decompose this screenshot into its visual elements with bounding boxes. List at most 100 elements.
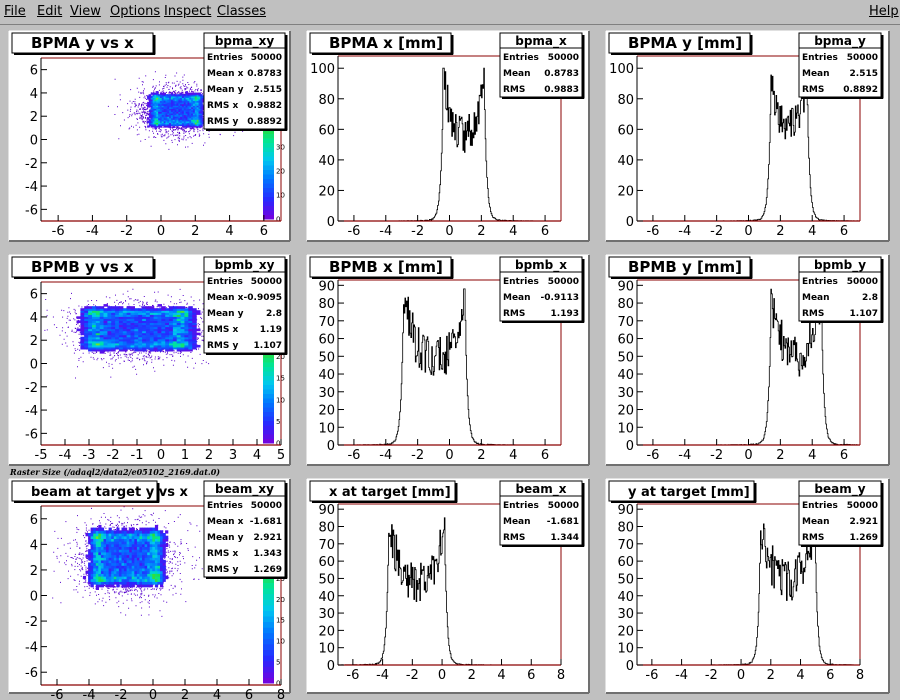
density-cell bbox=[149, 348, 155, 352]
density-cell bbox=[115, 342, 120, 346]
density-cell bbox=[103, 348, 108, 352]
density-cell bbox=[118, 316, 124, 319]
density-cell bbox=[92, 324, 97, 328]
density-cell bbox=[149, 314, 155, 317]
density-cell bbox=[150, 120, 154, 123]
menu-options[interactable]: Options bbox=[110, 4, 161, 19]
density-cell bbox=[189, 125, 192, 128]
density-cell bbox=[129, 535, 133, 539]
density-cell bbox=[129, 567, 133, 572]
menu-view[interactable]: View bbox=[70, 4, 101, 19]
density-cell bbox=[153, 346, 159, 350]
density-cell bbox=[139, 565, 143, 569]
density-cell bbox=[139, 549, 143, 553]
density-cell bbox=[122, 334, 128, 338]
density-cell bbox=[159, 108, 163, 111]
density-cell bbox=[111, 346, 116, 350]
density-cell bbox=[103, 562, 107, 566]
density-cell bbox=[115, 306, 120, 309]
scatter-points bbox=[107, 71, 251, 150]
menu-classes[interactable]: Classes bbox=[217, 4, 266, 19]
density-cell bbox=[158, 105, 161, 108]
root-canvas[interactable]: Raster Size (/adaql2/data2/e05102_2169.d… bbox=[0, 26, 900, 700]
density-cell bbox=[192, 310, 197, 313]
x-tick-label: 0 bbox=[744, 448, 752, 463]
density-cell bbox=[93, 557, 97, 561]
density-cell bbox=[181, 120, 185, 123]
palette-step bbox=[263, 593, 274, 600]
density-cell bbox=[99, 342, 105, 346]
menu-edit[interactable]: Edit bbox=[37, 4, 63, 19]
density-cell bbox=[194, 106, 198, 109]
density-cell bbox=[169, 334, 174, 338]
density-cell bbox=[99, 340, 105, 344]
density-cell bbox=[178, 106, 181, 109]
density-cell bbox=[122, 318, 128, 321]
density-cell bbox=[196, 123, 199, 127]
density-cell bbox=[84, 338, 89, 342]
density-cell bbox=[181, 122, 185, 125]
density-cell bbox=[134, 535, 138, 539]
density-cell bbox=[88, 533, 92, 537]
density-cell bbox=[142, 324, 147, 328]
density-cell bbox=[172, 119, 176, 122]
density-cell bbox=[111, 573, 115, 577]
density-cell bbox=[169, 330, 174, 334]
density-cell bbox=[147, 95, 150, 98]
density-cell bbox=[161, 314, 166, 317]
density-cell bbox=[161, 109, 165, 112]
density-cell bbox=[103, 336, 108, 340]
density-cell bbox=[124, 559, 128, 564]
density-cell bbox=[115, 340, 120, 344]
density-cell bbox=[180, 108, 183, 111]
density-cell bbox=[191, 106, 194, 109]
density-cell bbox=[148, 103, 152, 106]
density-cell bbox=[98, 543, 102, 547]
density-cell bbox=[126, 554, 130, 558]
density-cell bbox=[154, 535, 159, 539]
menu-inspect[interactable]: Inspect bbox=[164, 4, 212, 19]
density-cell bbox=[172, 316, 178, 319]
density-cell bbox=[106, 541, 110, 545]
density-cell bbox=[150, 109, 154, 112]
y-tick-label: -6 bbox=[25, 203, 38, 218]
density-cell bbox=[145, 334, 151, 338]
density-cell bbox=[88, 575, 92, 580]
menu-help[interactable]: Help bbox=[869, 4, 899, 19]
stats-box bbox=[203, 480, 286, 578]
density-cell bbox=[200, 95, 203, 98]
density-cell bbox=[99, 324, 105, 328]
density-cell bbox=[157, 567, 161, 572]
density-cell bbox=[80, 310, 85, 313]
density-cell bbox=[103, 338, 108, 342]
menu-file[interactable]: File bbox=[4, 4, 26, 19]
density-cell bbox=[161, 112, 165, 116]
y-tick-label: 0 bbox=[30, 358, 38, 373]
density-cell bbox=[149, 551, 153, 556]
density-cell bbox=[156, 97, 159, 100]
density-cell bbox=[107, 342, 112, 346]
density-cell bbox=[138, 338, 143, 342]
density-cell bbox=[130, 322, 135, 326]
density-cell bbox=[167, 116, 170, 119]
density-cell bbox=[121, 573, 125, 577]
density-cell bbox=[145, 318, 151, 321]
density-cell bbox=[189, 95, 192, 98]
y-tick-label: 40 bbox=[617, 368, 634, 383]
x-tick-label: -2 bbox=[115, 688, 128, 700]
density-cell bbox=[194, 98, 198, 102]
density-cell bbox=[174, 122, 177, 125]
density-cell bbox=[200, 109, 203, 112]
density-cell bbox=[167, 97, 170, 100]
plots-canvas[interactable]: Raster Size (/adaql2/data2/e05102_2169.d… bbox=[0, 26, 900, 700]
density-cell bbox=[113, 533, 117, 537]
